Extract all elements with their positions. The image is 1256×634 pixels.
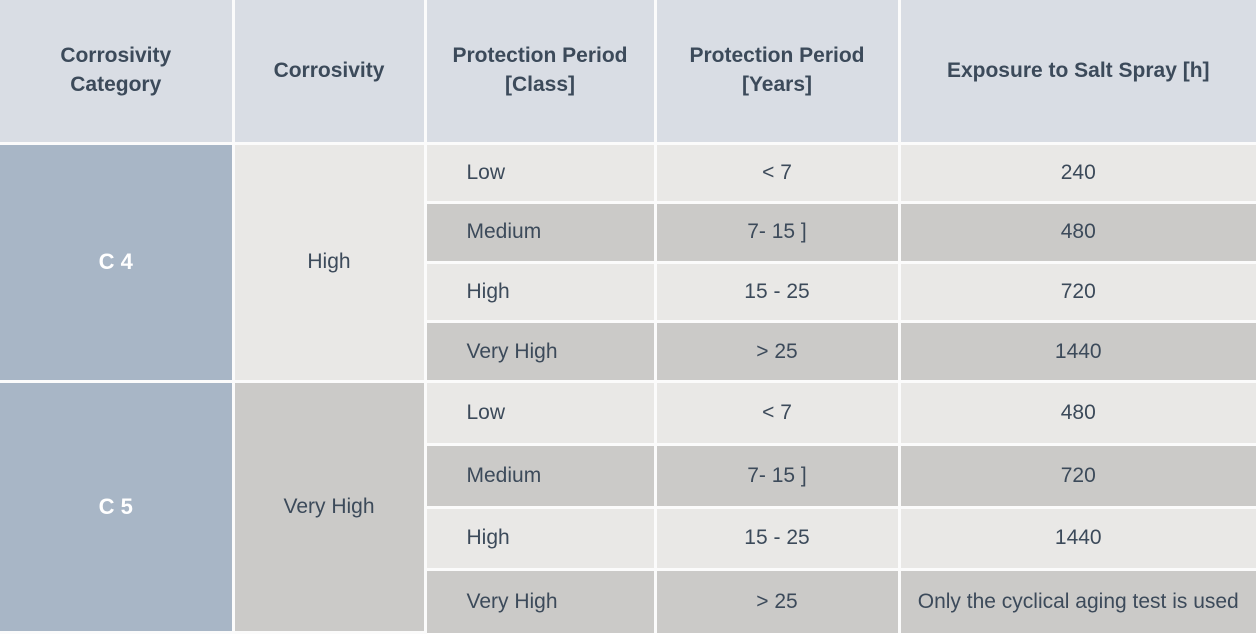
salt-spray-cell: 1440 [897,320,1256,384]
salt-spray-cell: 1440 [897,505,1256,572]
years-cell: 15 - 25 [653,260,901,324]
years-cell: 7- 15 ] [653,201,901,264]
years-cell: < 7 [653,141,901,205]
category-cell-c5: C 5 [0,380,235,634]
class-cell: Low [423,380,657,446]
years-cell: 15 - 25 [653,505,901,572]
class-cell: Low [423,141,657,205]
table-row: Medium 7- 15 ] 720 [0,442,1256,509]
table-header: Corrosivity Category Corrosivity Protect… [0,0,1256,145]
corrosivity-cell-c5: Very High [231,380,427,634]
salt-spray-cell: 480 [897,380,1256,446]
section-c4: C 4 High Low < 7 240 Medium 7- 15 ] 480 … [0,141,1256,384]
salt-spray-cell: 480 [897,201,1256,264]
salt-spray-cell: Only the cyclical aging test is used [897,568,1256,633]
header-exposure-salt-spray: Exposure to Salt Spray [h] [897,0,1256,145]
table-row: High 15 - 25 1440 [0,505,1256,572]
header-corrosivity: Corrosivity [231,0,427,145]
header-row: Corrosivity Category Corrosivity Protect… [0,0,1256,145]
header-protection-period-years: Protection Period [Years] [653,0,901,145]
header-protection-period-class: Protection Period [Class] [423,0,657,145]
class-cell: Medium [425,442,657,509]
salt-spray-cell: 240 [897,141,1256,205]
table-row: C 5 Very High Low < 7 480 [0,380,1256,634]
class-cell: Medium [425,201,657,264]
class-cell: Very High [425,568,657,633]
table-row: Very High > 25 Only the cyclical aging t… [0,568,1256,633]
corrosivity-cell-c4: High [231,141,427,384]
years-cell: > 25 [653,568,901,633]
table-row: High 15 - 25 720 [0,260,1256,324]
salt-spray-cell: 720 [897,260,1256,324]
header-corrosivity-category: Corrosivity Category [0,0,235,145]
years-cell: < 7 [653,380,901,446]
category-cell-c4: C 4 [0,141,235,384]
years-cell: 7- 15 ] [653,442,901,509]
class-cell: High [425,260,657,324]
years-cell: > 25 [653,320,901,384]
class-cell: Very High [425,320,657,384]
table-row: C 4 High Low < 7 240 [0,141,1256,384]
table-row: Medium 7- 15 ] 480 [0,201,1256,264]
salt-spray-cell: 720 [897,442,1256,509]
class-cell: High [425,505,657,572]
section-c5: C 5 Very High Low < 7 480 Medium 7- 15 ]… [0,380,1256,634]
table-row: Very High > 25 1440 [0,320,1256,384]
